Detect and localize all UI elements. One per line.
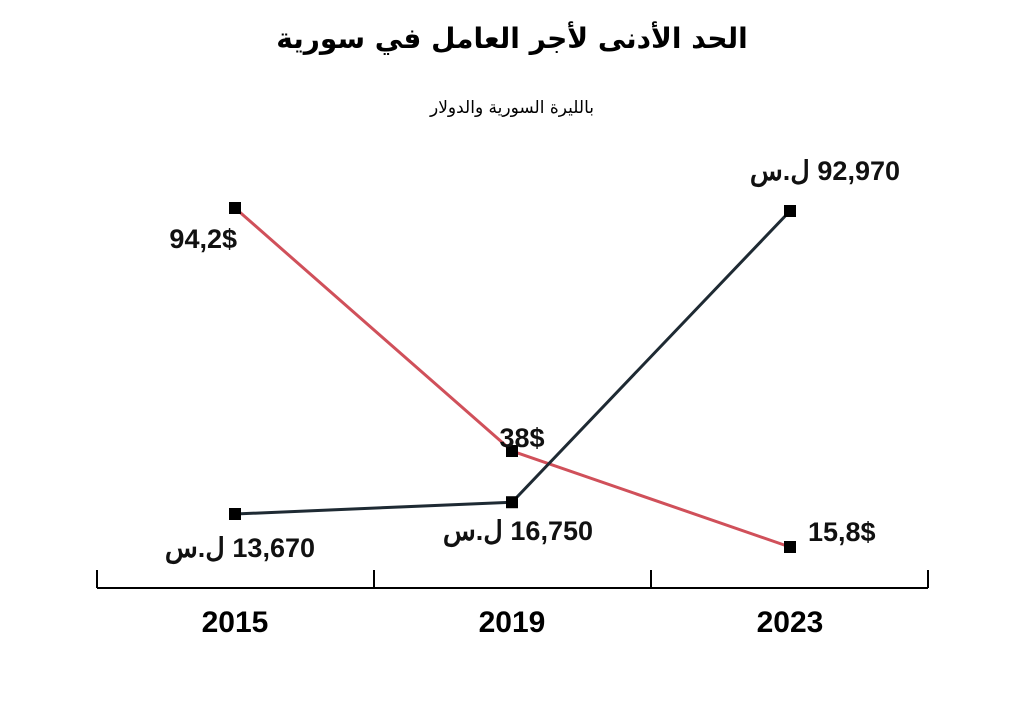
data-label-usd-2019: 38$	[499, 423, 544, 453]
data-label-usd-2015: 94,2$	[169, 224, 237, 254]
series-line-syp	[234, 209, 792, 516]
x-tick-2023: 2023	[757, 606, 824, 639]
data-label-usd-2023: 15,8$	[808, 517, 876, 547]
series-points	[229, 202, 796, 553]
x-tick-2015: 2015	[202, 606, 269, 639]
data-point-syp-2019	[506, 496, 518, 509]
data-point-usd-2019	[506, 445, 518, 458]
data-point-syp-2015	[229, 508, 241, 520]
data-point-usd-2023	[784, 541, 796, 553]
series-lines	[234, 206, 792, 549]
x-tick-2019: 2019	[479, 606, 546, 639]
data-label-syp-2023: 92,970 ل.س	[750, 156, 900, 188]
chart-title: الحد الأدنى لأجر العامل في سورية	[276, 22, 748, 55]
data-label-syp-2015: 13,670 ل.س	[165, 533, 315, 565]
data-point-usd-2015	[229, 202, 241, 214]
data-labels: 94,2$ 38$ 15,8$ 13,670 ل.س 16,750 ل.س 92,970 …	[165, 156, 900, 565]
data-point-syp-2023	[784, 205, 796, 217]
series-line-usd	[234, 206, 791, 549]
x-tick-labels: 2015 2019 2023	[202, 606, 824, 639]
data-label-syp-2019: 16,750 ل.س	[443, 516, 593, 548]
x-axis	[96, 570, 929, 589]
chart-subtitle: بالليرة السورية والدولار	[430, 98, 594, 118]
